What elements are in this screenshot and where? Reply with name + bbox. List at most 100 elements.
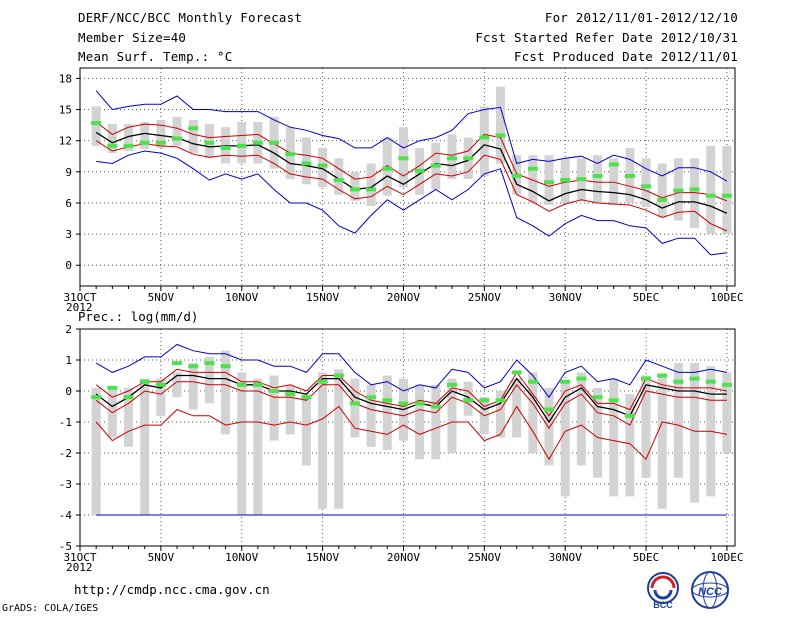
chart-title: DERF/NCC/BCC Monthly Forecast: [78, 10, 303, 25]
observed-marker: [220, 364, 231, 369]
observed-marker: [560, 379, 571, 384]
y-tick-label: 0: [65, 259, 72, 272]
spread-box: [479, 106, 489, 176]
observed-marker: [139, 379, 150, 384]
spread-box: [269, 375, 279, 441]
spread-box: [334, 369, 344, 509]
y-tick-label: 12: [59, 135, 72, 148]
observed-marker: [349, 401, 360, 406]
observed-marker: [333, 373, 344, 378]
x-tick-label: 5NOV: [148, 551, 175, 564]
series-upper-line: [95, 121, 728, 202]
observed-marker: [544, 180, 555, 185]
spread-box: [156, 119, 166, 148]
spread-box: [334, 158, 344, 195]
spread-box: [188, 119, 198, 154]
observed-marker: [560, 178, 571, 183]
observed-marker: [673, 379, 684, 384]
x-tick-label: 31OCT: [63, 291, 96, 304]
observed-marker: [657, 373, 668, 378]
spread-box: [124, 387, 134, 447]
observed-marker: [301, 395, 312, 400]
spread-box: [641, 158, 651, 208]
x-tick-label: 5DEC: [633, 291, 660, 304]
observed-marker: [446, 156, 457, 161]
spread-box: [528, 155, 538, 203]
observed-marker: [123, 395, 134, 400]
observed-marker: [479, 135, 490, 140]
y-tick-label: -5: [59, 540, 72, 553]
observed-marker: [414, 168, 425, 173]
x-tick-label: 10NOV: [225, 551, 258, 564]
x-tick-label: 10DEC: [710, 551, 743, 564]
spread-box: [91, 106, 101, 146]
observed-marker: [544, 407, 555, 412]
x-tick-label: 30NOV: [549, 291, 582, 304]
x-tick-label: 10NOV: [225, 291, 258, 304]
series-mean-line: [95, 131, 728, 214]
series-mean-line: [95, 374, 727, 424]
spread-box: [447, 378, 457, 453]
spread-box: [172, 372, 182, 398]
observed-marker: [220, 145, 231, 150]
spread-box: [172, 116, 182, 146]
observed-marker: [252, 382, 263, 387]
spread-box: [560, 381, 570, 497]
observed-marker: [430, 163, 441, 168]
observed-marker: [188, 364, 199, 369]
observed-marker: [252, 140, 263, 145]
observed-marker: [463, 156, 474, 161]
x-tick-label: 10DEC: [710, 291, 743, 304]
spread-box: [301, 394, 311, 466]
y-tick-label: 15: [59, 104, 72, 117]
observed-marker: [188, 126, 199, 131]
spread-box: [495, 86, 505, 164]
x-tick-label: 15NOV: [306, 551, 339, 564]
y-tick-label: 9: [65, 166, 72, 179]
y-tick-label: 0: [65, 385, 72, 398]
bcc-logo: BCC: [647, 572, 679, 610]
panel-title: Prec.: log(mm/d): [78, 309, 198, 324]
spread-box: [221, 350, 231, 435]
spread-box: [431, 384, 441, 460]
y-tick-label: 2: [65, 323, 72, 336]
plot-frame: [79, 67, 736, 287]
spread-box: [366, 163, 376, 207]
spread-box: [609, 158, 619, 206]
observed-marker: [366, 187, 377, 192]
observed-marker: [236, 143, 247, 148]
x-tick-label: 25NOV: [468, 551, 501, 564]
series-min-line: [95, 405, 727, 461]
observed-marker: [349, 187, 360, 192]
series-lower-line: [95, 381, 727, 430]
observed-marker: [269, 389, 280, 393]
source-url[interactable]: http://cmdp.ncc.cma.gov.cn: [74, 582, 270, 597]
x-tick-label: 5NOV: [148, 291, 175, 304]
spread-box: [188, 363, 198, 410]
spread-box: [544, 155, 554, 206]
observed-marker: [608, 162, 619, 167]
panel-temperature: 0 3 6 9 12 15 18 31OCT 5NOV 10NOV 15NOV 20NOV 25NOV 3…: [59, 67, 743, 314]
observed-marker: [576, 177, 587, 182]
ncc-logo: NCC: [691, 571, 729, 609]
variable-label: Mean Surf. Temp.: °C: [78, 49, 233, 64]
panel-precipitation: -5 -4 -3 -2 -1 0 1 2 31OCT 5NOV 10NOV 15NOV 20NOV 25N…: [59, 309, 744, 574]
observed-marker: [91, 121, 102, 126]
series-upper-line: [95, 368, 727, 417]
observed-marker: [366, 395, 377, 400]
y-tick-label: -4: [59, 509, 73, 522]
spread-box: [237, 372, 247, 515]
observed-marker: [398, 156, 409, 161]
x-tick-label: 25NOV: [468, 291, 501, 304]
observed-marker: [721, 382, 732, 387]
y-tick-label: -3: [59, 478, 72, 491]
spread-box: [657, 375, 667, 509]
spread-box: [544, 387, 554, 466]
series-max-line: [95, 343, 727, 399]
observed-marker: [721, 193, 732, 198]
spread-box: [722, 145, 732, 235]
spread-box: [722, 372, 732, 453]
spread-box: [706, 145, 716, 235]
spread-box: [285, 384, 295, 435]
